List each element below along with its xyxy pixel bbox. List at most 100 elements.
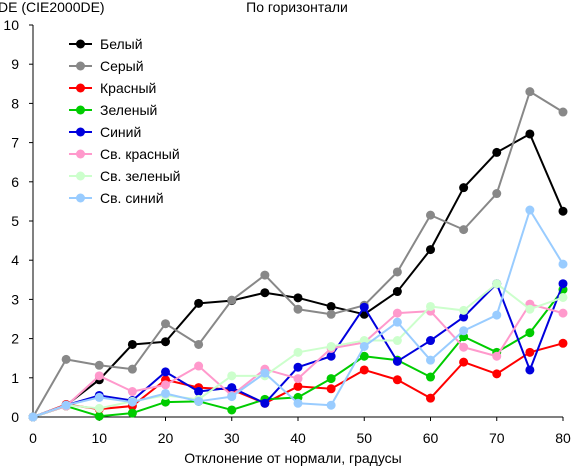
legend-label: Красный xyxy=(100,80,156,96)
data-point xyxy=(326,384,336,394)
y-tick-label: 5 xyxy=(11,213,19,229)
data-point xyxy=(359,351,369,361)
legend-marker xyxy=(76,83,85,93)
data-point xyxy=(127,408,137,418)
x-tick-label: 20 xyxy=(158,430,174,446)
data-point xyxy=(392,308,402,318)
legend-label: Синий xyxy=(100,124,141,140)
data-point xyxy=(492,279,502,289)
legend-label: Св. синий xyxy=(100,190,164,206)
legend-label: Св. зеленый xyxy=(100,168,180,184)
data-point xyxy=(326,309,336,319)
data-point xyxy=(426,245,435,255)
y-tick-label: 4 xyxy=(11,252,19,268)
x-tick-label: 30 xyxy=(224,430,240,446)
data-point xyxy=(558,338,568,348)
x-axis-title: Отклонение от нормали, градусы xyxy=(184,450,401,466)
data-point xyxy=(161,337,170,347)
data-point xyxy=(392,356,402,366)
data-point xyxy=(161,319,170,329)
data-point xyxy=(326,374,336,384)
data-point xyxy=(459,305,469,315)
y-tick-label: 8 xyxy=(11,95,19,111)
data-point xyxy=(558,279,568,289)
legend: Белый Серый Красный Зеленый Синий Св. красный… xyxy=(69,36,180,206)
data-point xyxy=(459,312,469,322)
legend-item: Зеленый xyxy=(69,102,157,118)
data-point xyxy=(525,347,535,357)
data-point xyxy=(227,383,237,393)
legend-item: Красный xyxy=(69,80,156,96)
data-point xyxy=(194,396,204,406)
data-point xyxy=(359,302,369,312)
data-point xyxy=(161,388,170,398)
data-point xyxy=(260,398,270,408)
data-point xyxy=(558,107,568,117)
data-point xyxy=(525,365,535,375)
x-tick-label: 80 xyxy=(555,430,571,446)
y-tick-label: 6 xyxy=(11,174,19,190)
legend-item: Св. зеленый xyxy=(69,168,180,184)
data-point xyxy=(492,310,502,320)
data-point xyxy=(293,304,303,314)
data-point xyxy=(293,381,303,391)
data-point xyxy=(127,364,137,374)
data-point xyxy=(459,183,469,193)
data-point xyxy=(260,270,270,280)
data-point xyxy=(326,341,336,351)
data-point xyxy=(392,267,402,277)
data-point xyxy=(426,393,435,403)
data-point xyxy=(558,308,568,318)
data-point xyxy=(492,189,502,199)
legend-item: Серый xyxy=(69,58,144,74)
data-point xyxy=(260,288,270,298)
data-point xyxy=(227,371,237,381)
data-point xyxy=(426,301,435,311)
data-point xyxy=(492,147,502,157)
data-point xyxy=(227,295,237,305)
data-point xyxy=(161,397,170,407)
legend-item: Св. синий xyxy=(69,190,164,206)
data-point xyxy=(392,287,402,297)
legend-item: Св. красный xyxy=(69,146,180,162)
x-tick-label: 40 xyxy=(290,430,306,446)
x-tick-label: 60 xyxy=(423,430,439,446)
data-point xyxy=(525,304,535,314)
series-layer xyxy=(28,87,568,422)
data-point xyxy=(558,259,568,269)
data-point xyxy=(525,129,535,139)
data-point xyxy=(525,87,535,97)
axes: 0 1 2 3 4 5 6 7 8 9 10 0 10 20 30 40 50 60 70 80 xyxy=(3,17,571,446)
data-point xyxy=(459,225,469,235)
legend-label: Зеленый xyxy=(100,102,157,118)
data-point xyxy=(227,405,237,415)
legend-marker xyxy=(76,39,85,49)
data-point xyxy=(94,371,104,381)
data-point xyxy=(492,351,502,361)
data-point xyxy=(194,298,204,308)
x-tick-label: 10 xyxy=(91,430,107,446)
legend-marker xyxy=(76,193,85,203)
data-point xyxy=(293,293,303,303)
data-point xyxy=(94,411,104,421)
legend-label: Серый xyxy=(100,58,144,74)
x-tick-label: 0 xyxy=(29,430,37,446)
data-point xyxy=(194,361,204,371)
data-point xyxy=(293,374,303,384)
data-point xyxy=(94,360,104,370)
legend-label: Св. красный xyxy=(100,146,180,162)
legend-label: Белый xyxy=(100,36,143,52)
data-point xyxy=(459,326,469,336)
data-point xyxy=(161,380,170,390)
data-point xyxy=(492,369,502,379)
data-point xyxy=(61,354,71,364)
series-8 xyxy=(28,205,568,422)
data-point xyxy=(558,206,568,216)
legend-item: Синий xyxy=(69,124,141,140)
y-tick-label: 2 xyxy=(11,331,19,347)
data-point xyxy=(426,210,435,220)
data-point xyxy=(326,351,336,361)
data-point xyxy=(293,398,303,408)
data-point xyxy=(426,355,435,365)
